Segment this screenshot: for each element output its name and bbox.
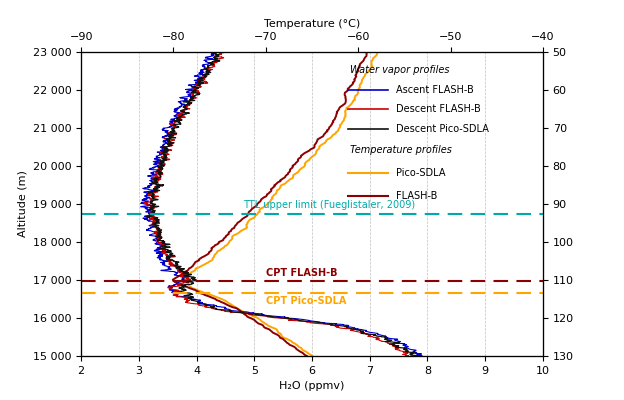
X-axis label: Temperature (°C): Temperature (°C) (264, 19, 360, 29)
Text: CPT FLASH-B: CPT FLASH-B (266, 268, 338, 278)
Text: Temperature profiles: Temperature profiles (350, 145, 452, 155)
Y-axis label: Altitude (m): Altitude (m) (17, 170, 27, 238)
Text: Descent Pico-SDLA: Descent Pico-SDLA (396, 124, 489, 134)
Text: CPT Pico-SDLA: CPT Pico-SDLA (266, 296, 346, 306)
Text: Water vapor profiles: Water vapor profiles (350, 65, 450, 75)
X-axis label: H₂O (ppmv): H₂O (ppmv) (280, 381, 344, 391)
Text: Pico-SDLA: Pico-SDLA (396, 168, 446, 178)
Text: FLASH-B: FLASH-B (396, 191, 437, 201)
Text: TTL upper limit (Fueglistaler, 2009): TTL upper limit (Fueglistaler, 2009) (243, 200, 415, 210)
Text: Descent FLASH-B: Descent FLASH-B (396, 104, 480, 114)
Text: Ascent FLASH-B: Ascent FLASH-B (396, 84, 474, 94)
